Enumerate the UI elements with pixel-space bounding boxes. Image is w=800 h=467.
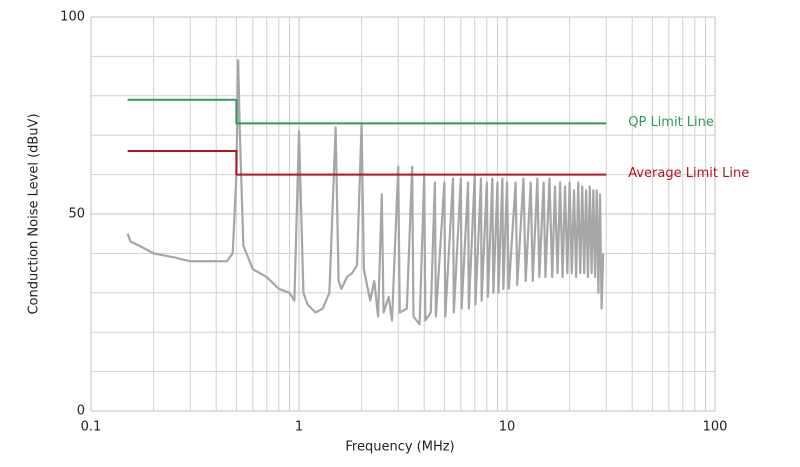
- y-axis-title: Conduction Noise Level (dBuV): [27, 113, 42, 314]
- x-tick-label: 10: [499, 420, 516, 435]
- y-tick-label: 0: [77, 404, 85, 419]
- series-line: [126, 59, 605, 326]
- x-tick-label: 100: [703, 420, 728, 435]
- series-label: QP Limit Line: [628, 115, 714, 130]
- y-tick-label: 100: [60, 10, 85, 25]
- y-tick-label: 50: [68, 207, 85, 222]
- x-tick-label: 1: [295, 420, 303, 435]
- x-tick-label: 0.1: [81, 420, 102, 435]
- series-line: [127, 149, 607, 176]
- series-line: [127, 98, 607, 125]
- series-label: Average Limit Line: [628, 166, 749, 181]
- x-axis-title: Frequency (MHz): [345, 440, 454, 455]
